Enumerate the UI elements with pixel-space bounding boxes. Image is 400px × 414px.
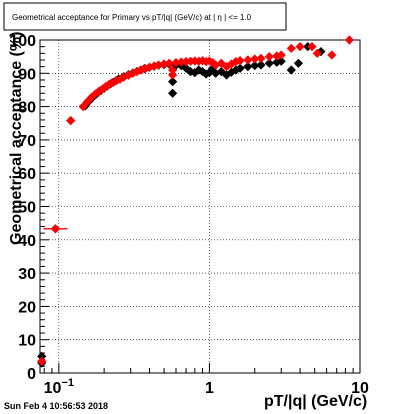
data-point-red [111,76,121,86]
data-point-red [101,82,111,92]
data-point-black [286,65,296,75]
data-point-red [250,54,260,64]
x-tick-label: 1 [205,380,214,397]
data-point-red [168,65,178,75]
y-tick-label: 60 [18,166,36,183]
data-point-red [272,51,282,61]
tick-label-layer: 0 10 20 30 40 50 60 70 80 90 100 10−1 1 10 [9,33,369,397]
data-point-red [344,35,354,45]
data-point-red [159,59,169,69]
data-point-red [276,50,286,60]
data-point-red [295,42,305,52]
series-red [37,35,354,366]
series-layer [37,35,354,368]
data-point-black [272,57,282,67]
x-axis-title: pT/|q| (GeV/c) [264,393,367,410]
data-point-red [136,65,146,75]
tick-layer [40,39,361,374]
footer-timestamp: Sun Feb 4 10:56:53 2018 [4,401,108,411]
data-point-red [82,97,93,107]
data-point-black [293,58,304,68]
data-point-red [37,356,47,366]
grid-layer [40,40,360,373]
data-point-black [250,61,260,71]
y-tick-label: 50 [18,200,36,217]
title-box [3,2,287,31]
data-point-black [256,60,266,70]
data-point-red [164,58,174,68]
y-tick-label: 100 [9,33,36,50]
data-point-red [168,70,178,80]
data-point-black [243,62,253,72]
y-tick-label: 10 [18,333,36,350]
y-tick-label: 70 [18,133,36,150]
x-tick-label: 10−1 [44,377,74,397]
data-point-black [316,47,326,57]
data-point-black [276,56,286,66]
data-point-red [256,53,266,63]
data-point-red [144,62,155,72]
y-tick-label: 20 [18,299,36,316]
data-point-red [78,102,88,112]
data-point-red [307,42,317,52]
data-point-red [327,50,337,60]
data-point-black [168,88,178,98]
y-tick-label: 0 [27,366,36,383]
data-point-red [86,92,97,102]
data-point-black [231,65,241,75]
data-point-black [264,58,274,68]
y-tick-label: 90 [18,66,36,83]
y-tick-label: 80 [18,100,36,117]
data-point-black [235,63,245,73]
y-tick-label: 40 [18,233,36,250]
x-tick-label: 10 [351,380,369,397]
data-point-black [168,77,178,87]
data-point-red [66,115,76,126]
y-axis-title: Geometrical acceptance (%) [8,32,25,245]
y-tick-label: 30 [18,266,36,283]
data-point-red [312,48,322,58]
data-point-red [140,64,150,74]
chart-title: Geometrical acceptance for Primary vs pT… [12,13,252,22]
series-black [37,42,326,368]
data-point-black [37,351,47,361]
data-point-red [286,43,296,53]
data-point-red [264,52,274,62]
data-point-red [235,56,245,66]
data-point-red [243,55,253,65]
